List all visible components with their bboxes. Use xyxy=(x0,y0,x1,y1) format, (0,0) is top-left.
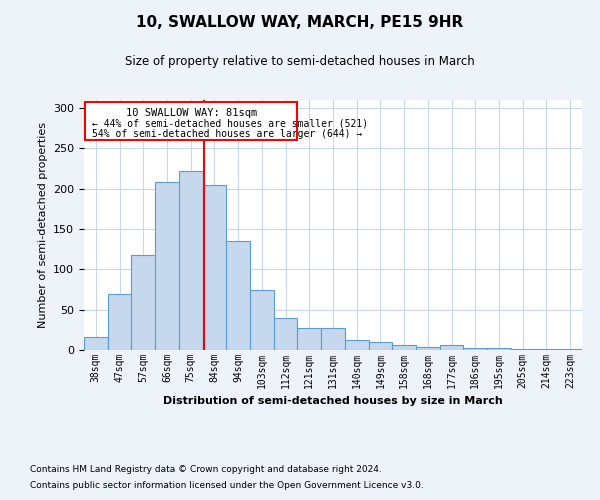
Bar xyxy=(250,290,274,350)
Bar xyxy=(179,171,203,350)
Bar xyxy=(392,345,416,350)
Bar xyxy=(511,349,535,350)
FancyBboxPatch shape xyxy=(85,102,298,140)
Bar xyxy=(321,328,345,350)
Bar xyxy=(558,349,582,350)
Text: Size of property relative to semi-detached houses in March: Size of property relative to semi-detach… xyxy=(125,55,475,68)
Bar xyxy=(298,328,321,350)
X-axis label: Distribution of semi-detached houses by size in March: Distribution of semi-detached houses by … xyxy=(163,396,503,406)
Bar xyxy=(487,348,511,350)
Bar xyxy=(203,184,226,350)
Text: Contains HM Land Registry data © Crown copyright and database right 2024.: Contains HM Land Registry data © Crown c… xyxy=(30,466,382,474)
Text: 10 SWALLOW WAY: 81sqm: 10 SWALLOW WAY: 81sqm xyxy=(125,108,257,118)
Bar xyxy=(345,340,368,350)
Text: Contains public sector information licensed under the Open Government Licence v3: Contains public sector information licen… xyxy=(30,480,424,490)
Bar xyxy=(108,294,131,350)
Bar xyxy=(416,347,440,350)
Bar xyxy=(274,318,298,350)
Text: ← 44% of semi-detached houses are smaller (521): ← 44% of semi-detached houses are smalle… xyxy=(92,118,368,128)
Bar xyxy=(440,345,463,350)
Text: 54% of semi-detached houses are larger (644) →: 54% of semi-detached houses are larger (… xyxy=(92,129,362,139)
Bar xyxy=(226,241,250,350)
Text: 10, SWALLOW WAY, MARCH, PE15 9HR: 10, SWALLOW WAY, MARCH, PE15 9HR xyxy=(136,15,464,30)
Bar xyxy=(155,182,179,350)
Bar xyxy=(368,342,392,350)
Bar xyxy=(84,337,108,350)
Bar xyxy=(131,255,155,350)
Bar xyxy=(535,349,558,350)
Bar xyxy=(463,348,487,350)
Y-axis label: Number of semi-detached properties: Number of semi-detached properties xyxy=(38,122,47,328)
